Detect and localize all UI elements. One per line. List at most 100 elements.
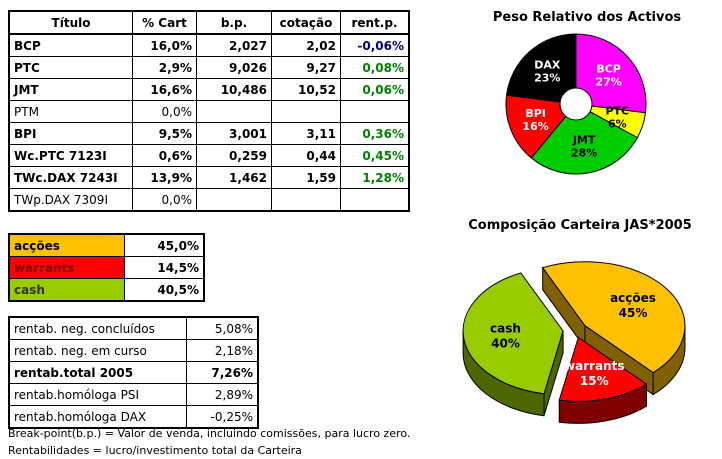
allocation-value[interactable]: 14,5% bbox=[124, 256, 205, 279]
pie3d-slice-label-cash: cash 40% bbox=[490, 322, 521, 351]
cell-pcart[interactable]: 9,5% bbox=[132, 122, 197, 145]
pie3d-slice-label-warrants: warrants 15% bbox=[564, 359, 625, 388]
cell-titulo[interactable]: PTC bbox=[8, 56, 133, 79]
cell-cotacao[interactable] bbox=[271, 100, 341, 123]
donut-slice-label-PTC: PTC 6% bbox=[605, 104, 629, 130]
pie3d-slice-warrants bbox=[558, 336, 648, 402]
cell-bp[interactable]: 9,026 bbox=[196, 56, 272, 79]
pie3d-slice-label-acções: acções 45% bbox=[610, 291, 656, 320]
cell-bp[interactable]: 0,259 bbox=[196, 144, 272, 167]
allocation-row: warrants 14,5% bbox=[8, 256, 205, 279]
allocation-label[interactable]: acções bbox=[8, 233, 125, 257]
column-header-0: Título bbox=[8, 10, 133, 35]
cell-pcart[interactable]: 0,6% bbox=[132, 144, 197, 167]
returns-row: rentab. neg. concluídos 5,08% bbox=[8, 316, 259, 340]
cell-pcart[interactable]: 16,6% bbox=[132, 78, 197, 101]
returns-row: rentab.homóloga PSI 2,89% bbox=[8, 383, 259, 406]
cell-rentp[interactable]: 0,06% bbox=[340, 78, 410, 101]
footnote-rentabilidades: Rentabilidades = lucro/investimento tota… bbox=[8, 444, 302, 457]
cell-bp[interactable] bbox=[196, 188, 272, 212]
cell-pcart[interactable]: 16,0% bbox=[132, 33, 197, 57]
cell-titulo[interactable]: TWp.DAX 7309I bbox=[8, 188, 133, 212]
allocation-value[interactable]: 40,5% bbox=[124, 278, 205, 302]
donut-slice-JMT bbox=[530, 103, 639, 175]
cell-cotacao[interactable]: 1,59 bbox=[271, 166, 341, 189]
cell-titulo[interactable]: Wc.PTC 7123I bbox=[8, 144, 133, 167]
cell-bp[interactable]: 2,027 bbox=[196, 33, 272, 57]
cell-cotacao[interactable]: 2,02 bbox=[271, 33, 341, 57]
returns-row: rentab.total 2005 7,26% bbox=[8, 361, 259, 384]
allocation-value[interactable]: 45,0% bbox=[124, 233, 205, 257]
cell-cotacao[interactable]: 3,11 bbox=[271, 122, 341, 145]
donut-slice-label-DAX: DAX 23% bbox=[534, 58, 561, 84]
cell-cotacao[interactable]: 9,27 bbox=[271, 56, 341, 79]
returns-label[interactable]: rentab. neg. concluídos bbox=[8, 316, 187, 340]
cell-rentp[interactable] bbox=[340, 188, 410, 212]
column-header-4: rent.p. bbox=[340, 10, 410, 35]
cell-rentp[interactable]: 1,28% bbox=[340, 166, 410, 189]
cell-titulo[interactable]: PTM bbox=[8, 100, 133, 123]
position-row: PTC 2,9% 9,026 9,27 0,08% bbox=[8, 56, 410, 79]
cell-cotacao[interactable] bbox=[271, 188, 341, 212]
cell-pcart[interactable]: 0,0% bbox=[132, 188, 197, 212]
donut-slice-label-BCP: BCP 27% bbox=[595, 62, 621, 88]
returns-value[interactable]: 2,18% bbox=[186, 339, 259, 362]
cell-cotacao[interactable]: 0,44 bbox=[271, 144, 341, 167]
pie3d-slice-acções bbox=[541, 261, 686, 374]
position-row: JMT 16,6% 10,486 10,52 0,06% bbox=[8, 78, 410, 101]
cell-pcart[interactable]: 13,9% bbox=[132, 166, 197, 189]
position-row: PTM 0,0% bbox=[8, 100, 410, 123]
positions-table: Título% Cart b.p. cotação rent.p. BCP 16,0% 2… bbox=[8, 10, 410, 212]
allocation-row: acções 45,0% bbox=[8, 233, 205, 257]
pie3d-chart: acções 45% warrants 15% cash 40% bbox=[462, 261, 686, 424]
cell-pcart[interactable]: 0,0% bbox=[132, 100, 197, 123]
returns-table: rentab. neg. concluídos 5,08% rentab. neg.… bbox=[8, 316, 259, 429]
cell-titulo[interactable]: TWc.DAX 7243I bbox=[8, 166, 133, 189]
cell-rentp[interactable] bbox=[340, 100, 410, 123]
returns-label[interactable]: rentab.homóloga PSI bbox=[8, 383, 187, 406]
position-row: TWc.DAX 7243I 13,9% 1,462 1,59 1,28% bbox=[8, 166, 410, 189]
cell-cotacao[interactable]: 10,52 bbox=[271, 78, 341, 101]
column-header-1: % Cart bbox=[132, 10, 197, 35]
donut-slice-label-BPI: BPI 16% bbox=[522, 107, 548, 133]
column-header-3: cotação bbox=[271, 10, 341, 35]
cell-titulo[interactable]: JMT bbox=[8, 78, 133, 101]
position-row: BPI 9,5% 3,001 3,11 0,36% bbox=[8, 122, 410, 145]
donut-chart-title: Peso Relativo dos Activos bbox=[492, 10, 682, 25]
footnote-breakpoint: Break-point(b.p.) = Valor de venda, incl… bbox=[8, 427, 411, 440]
returns-value[interactable]: 5,08% bbox=[186, 316, 259, 340]
returns-value[interactable]: 2,89% bbox=[186, 383, 259, 406]
returns-label[interactable]: rentab.homóloga DAX bbox=[8, 405, 187, 429]
position-row: TWp.DAX 7309I 0,0% bbox=[8, 188, 410, 212]
donut-slice-label-JMT: JMT 28% bbox=[571, 134, 597, 160]
donut-slice-BCP bbox=[575, 33, 647, 114]
allocation-label[interactable]: warrants bbox=[8, 256, 125, 279]
returns-label[interactable]: rentab.total 2005 bbox=[8, 361, 187, 384]
cell-bp[interactable]: 1,462 bbox=[196, 166, 272, 189]
donut-chart: BCP 27% PTC 6% JMT 28% BPI 16% DAX 23% bbox=[505, 33, 647, 175]
cell-rentp[interactable]: 0,36% bbox=[340, 122, 410, 145]
cell-bp[interactable]: 10,486 bbox=[196, 78, 272, 101]
position-row: BCP 16,0% 2,027 2,02 -0,06% bbox=[8, 33, 410, 57]
cell-rentp[interactable]: 0,08% bbox=[340, 56, 410, 79]
cell-bp[interactable]: 3,001 bbox=[196, 122, 272, 145]
donut-hole bbox=[559, 87, 593, 121]
allocation-row: cash 40,5% bbox=[8, 278, 205, 302]
returns-label[interactable]: rentab. neg. em curso bbox=[8, 339, 187, 362]
cell-titulo[interactable]: BPI bbox=[8, 122, 133, 145]
pie3d-slice-cash bbox=[462, 272, 564, 395]
position-row: Wc.PTC 7123I 0,6% 0,259 0,44 0,45% bbox=[8, 144, 410, 167]
pie3d-chart-title: Composição Carteira JAS*2005 bbox=[468, 218, 692, 233]
cell-rentp[interactable]: 0,45% bbox=[340, 144, 410, 167]
cell-pcart[interactable]: 2,9% bbox=[132, 56, 197, 79]
cell-bp[interactable] bbox=[196, 100, 272, 123]
positions-header-row: Título% Cart b.p. cotação rent.p. bbox=[8, 10, 410, 35]
donut-slice-DAX bbox=[505, 33, 577, 105]
returns-value[interactable]: -0,25% bbox=[186, 405, 259, 429]
returns-value[interactable]: 7,26% bbox=[186, 361, 259, 384]
cell-rentp[interactable]: -0,06% bbox=[340, 33, 410, 57]
returns-row: rentab. neg. em curso 2,18% bbox=[8, 339, 259, 362]
allocation-label[interactable]: cash bbox=[8, 278, 125, 302]
cell-titulo[interactable]: BCP bbox=[8, 33, 133, 57]
